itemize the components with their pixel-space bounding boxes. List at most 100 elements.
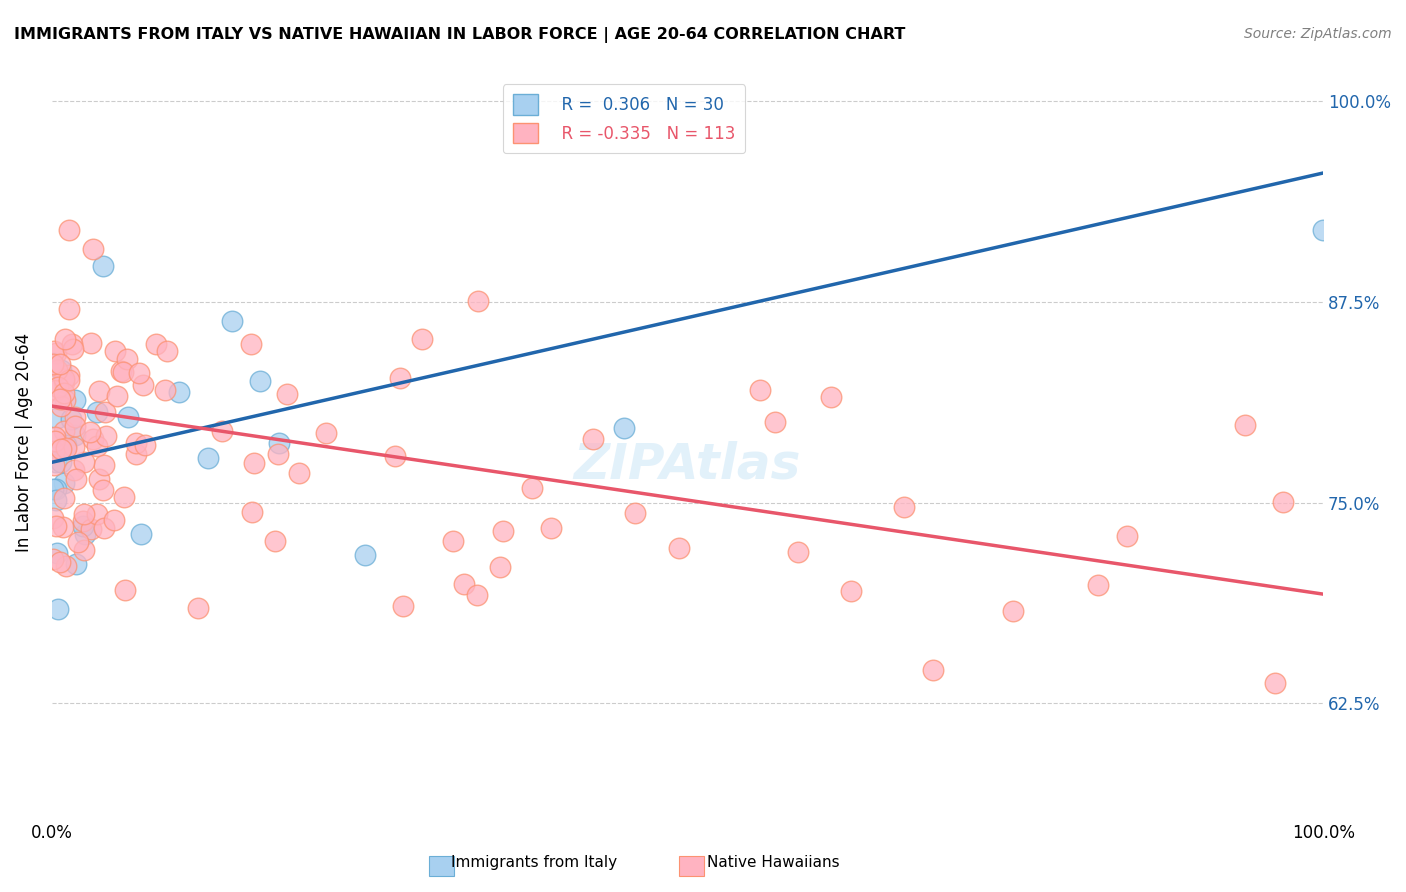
Point <box>384 449 406 463</box>
Point <box>582 432 605 446</box>
Point <box>105 389 128 403</box>
Point <box>132 378 155 392</box>
Point <box>125 447 148 461</box>
Point <box>42 358 65 372</box>
Point <box>45 546 67 560</box>
Point <box>44 434 66 449</box>
Point <box>411 332 433 346</box>
Point <box>1115 528 1137 542</box>
Point <box>893 500 915 515</box>
Point <box>46 602 69 616</box>
Point <box>492 524 515 539</box>
Point <box>249 374 271 388</box>
Point <box>58 223 80 237</box>
Point <box>42 551 65 566</box>
Point <box>153 384 176 398</box>
Point <box>1312 222 1334 236</box>
Point <box>187 600 209 615</box>
Point <box>453 577 475 591</box>
Point <box>80 522 103 536</box>
Point <box>49 442 72 456</box>
Point <box>52 520 75 534</box>
Point <box>243 456 266 470</box>
Point <box>489 560 512 574</box>
Point <box>1234 418 1257 433</box>
Point <box>49 399 72 413</box>
Point <box>748 383 770 397</box>
Point <box>128 367 150 381</box>
Point <box>112 490 135 504</box>
Point <box>55 441 77 455</box>
Point <box>82 432 104 446</box>
Point <box>211 424 233 438</box>
Legend:   R =  0.306   N = 30,   R = -0.335   N = 113: R = 0.306 N = 30, R = -0.335 N = 113 <box>502 85 745 153</box>
Point <box>46 379 69 393</box>
Point <box>44 430 66 444</box>
Point <box>267 446 290 460</box>
Point <box>288 466 311 480</box>
Point <box>58 373 80 387</box>
Point <box>117 410 139 425</box>
Point <box>52 385 75 400</box>
Point <box>388 371 411 385</box>
Point <box>465 588 488 602</box>
Point <box>242 505 264 519</box>
Point <box>145 336 167 351</box>
Point <box>111 365 134 379</box>
Point <box>221 314 243 328</box>
Point <box>94 428 117 442</box>
Point <box>45 411 67 425</box>
Point <box>167 385 190 400</box>
Point <box>441 534 464 549</box>
Point <box>103 513 125 527</box>
Text: Source: ZipAtlas.com: Source: ZipAtlas.com <box>1244 27 1392 41</box>
Point <box>820 390 842 404</box>
Point <box>93 483 115 498</box>
Point <box>267 436 290 450</box>
Point <box>668 541 690 555</box>
Point <box>110 364 132 378</box>
Point <box>63 440 86 454</box>
Text: Native Hawaiians: Native Hawaiians <box>707 855 839 870</box>
Point <box>55 438 77 452</box>
Point <box>1087 578 1109 592</box>
Point <box>49 455 72 469</box>
Point <box>53 393 76 408</box>
Point <box>1271 494 1294 508</box>
Point <box>134 438 156 452</box>
Point <box>240 337 263 351</box>
Point <box>72 455 94 469</box>
Point <box>540 521 562 535</box>
Point <box>763 416 786 430</box>
Point <box>44 444 66 458</box>
Point <box>46 363 69 377</box>
Point <box>63 427 86 442</box>
Point <box>93 458 115 472</box>
Point <box>104 343 127 358</box>
Point <box>87 472 110 486</box>
Point <box>62 342 84 356</box>
Text: 0.0%: 0.0% <box>31 824 73 842</box>
Point <box>48 357 70 371</box>
Point <box>72 515 94 529</box>
Point <box>63 463 86 477</box>
Point <box>52 476 75 491</box>
Point <box>276 386 298 401</box>
Point <box>65 557 87 571</box>
Point <box>66 535 89 549</box>
Point <box>63 419 86 434</box>
Point <box>45 383 67 397</box>
Point <box>841 584 863 599</box>
Point <box>392 599 415 613</box>
Point <box>45 454 67 468</box>
Point <box>60 337 83 351</box>
Y-axis label: In Labor Force | Age 20-64: In Labor Force | Age 20-64 <box>15 333 32 552</box>
Text: ZIPAtlas: ZIPAtlas <box>574 441 801 489</box>
Point <box>55 558 77 573</box>
Point <box>613 420 636 434</box>
Point <box>467 294 489 309</box>
Point <box>86 439 108 453</box>
Point <box>922 664 945 678</box>
Point <box>42 343 65 358</box>
Point <box>58 368 80 382</box>
